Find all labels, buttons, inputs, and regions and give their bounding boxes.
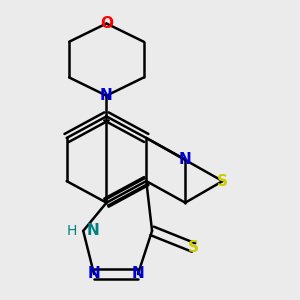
Text: N: N xyxy=(179,152,192,167)
Text: N: N xyxy=(132,266,144,281)
Text: N: N xyxy=(86,224,99,238)
Text: O: O xyxy=(100,16,113,31)
Text: S: S xyxy=(188,240,199,255)
Text: N: N xyxy=(88,266,100,281)
Text: S: S xyxy=(217,174,228,189)
Text: N: N xyxy=(100,88,113,103)
Text: H: H xyxy=(67,224,77,238)
